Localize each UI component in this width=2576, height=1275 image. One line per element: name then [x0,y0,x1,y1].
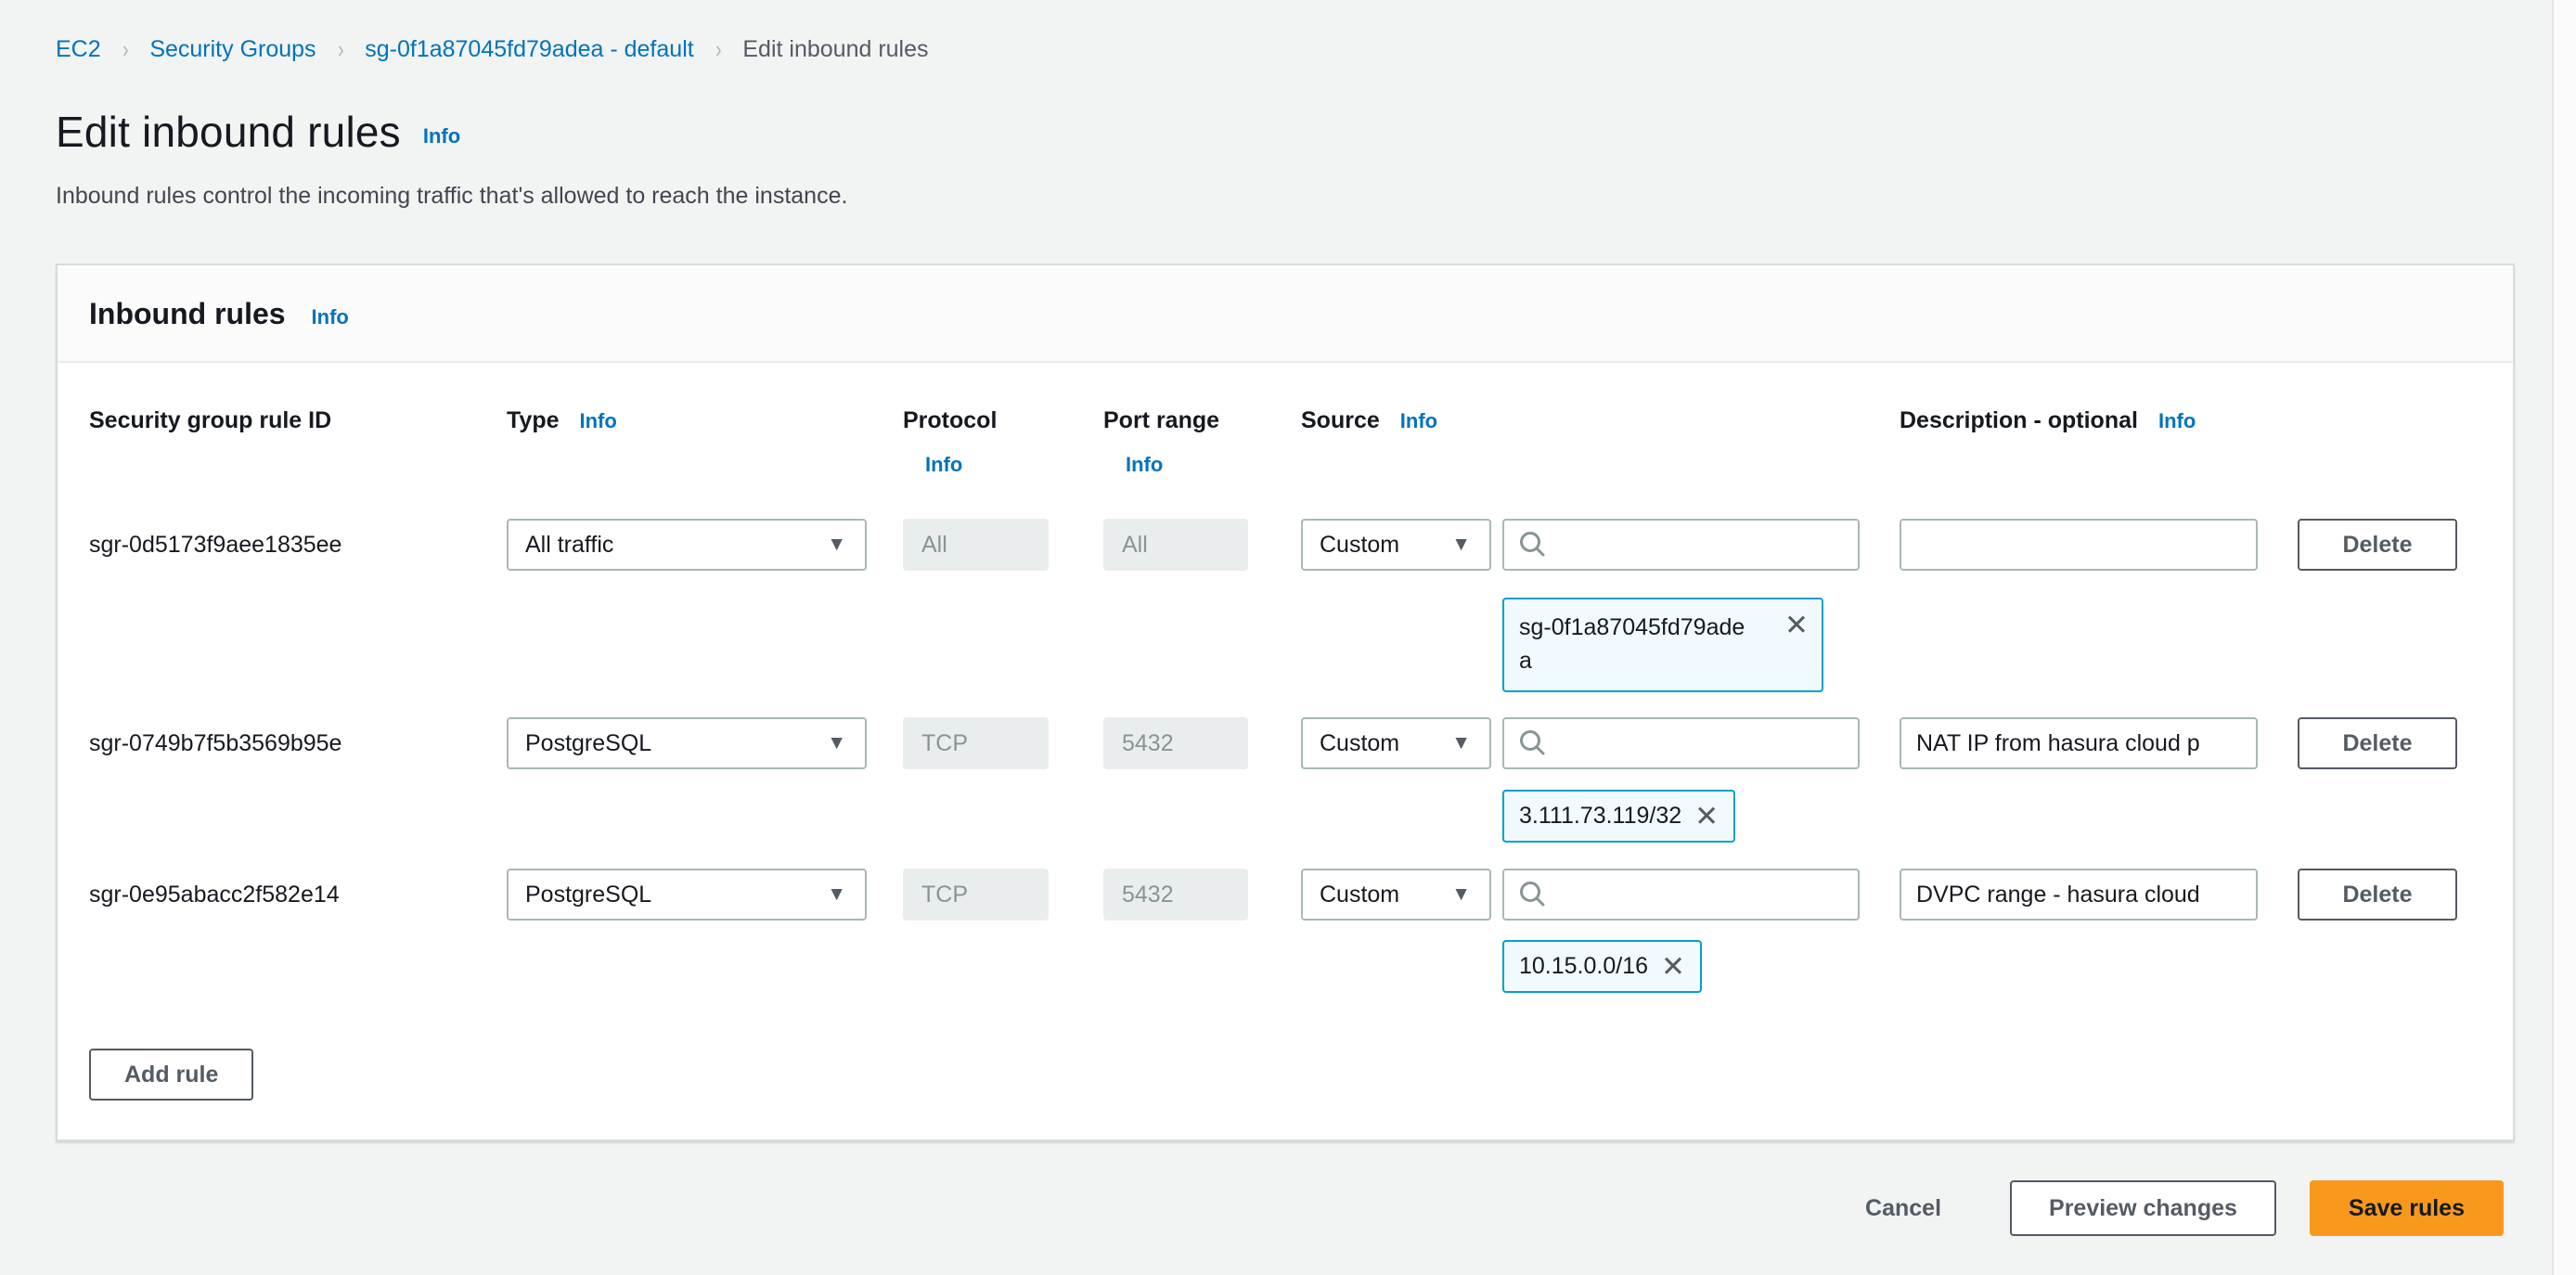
port-range-field-disabled: 5432 [1103,717,1248,769]
source-tag: 3.111.73.119/32 ✕ [1502,790,1736,843]
rule-id-text: sgr-0749b7f5b3569b95e [89,730,342,756]
page-title: Edit inbound rules [56,108,401,156]
protocol-field-disabled: TCP [903,869,1049,921]
source-search-input[interactable] [1558,881,1845,908]
rule-row-2: sgr-0749b7f5b3569b95e PostgreSQL ▼ TCP 54… [89,717,2481,769]
search-icon [1517,879,1549,910]
source-tag-label: sg-0f1a87045fd79adea [1519,614,1745,674]
header-type: Type Info [507,407,617,433]
protocol-field-disabled: All [903,519,1049,571]
description-info-link[interactable]: Info [2157,409,2196,432]
cancel-button[interactable]: Cancel [1865,1194,1942,1221]
chevron-down-icon: ▼ [827,732,846,753]
delete-rule-button[interactable]: Delete [2298,717,2457,769]
source-tag: sg-0f1a87045fd79adea ✕ [1502,598,1823,692]
chevron-down-icon: ▼ [1451,732,1471,753]
port-range-field-disabled: 5432 [1103,869,1248,921]
rule-id-text: sgr-0d5173f9aee1835ee [89,532,342,558]
panel-info-link[interactable]: Info [311,305,349,328]
protocol-field-disabled: TCP [903,717,1049,769]
delete-rule-button[interactable]: Delete [2298,519,2457,571]
page-scrollbar[interactable] [2552,0,2576,1275]
description-input[interactable] [1900,717,2258,769]
source-type-select[interactable]: Custom ▼ [1301,519,1491,571]
page-title-info-link[interactable]: Info [422,124,461,148]
protocol-info-link[interactable]: Info [925,453,963,476]
header-protocol: Protocol Info [903,406,1103,480]
description-input[interactable] [1900,519,2258,571]
rule-row-3: sgr-0e95abacc2f582e14 PostgreSQL ▼ TCP 54… [89,869,2481,921]
panel-title: Inbound rules [89,297,286,330]
breadcrumb-ec2[interactable]: EC2 [56,36,101,62]
source-type-select[interactable]: Custom ▼ [1301,717,1491,769]
table-header-row: Security group rule ID Type Info Protocol… [89,406,2481,480]
breadcrumb-separator-icon: › [715,35,722,63]
panel-header: Inbound rules Info [58,265,2513,363]
source-tag-label: 10.15.0.0/16 [1519,953,1649,979]
header-port-range: Port range Info [1103,406,1301,480]
type-select[interactable]: PostgreSQL ▼ [507,869,867,921]
source-search-input[interactable] [1558,729,1845,757]
description-input[interactable] [1900,869,2258,921]
source-search-input[interactable] [1558,531,1845,559]
remove-source-icon[interactable]: ✕ [1694,800,1719,832]
source-type-select[interactable]: Custom ▼ [1301,869,1491,921]
page-content: EC2 › Security Groups › sg-0f1a87045fd79… [56,0,2515,1236]
breadcrumb-security-groups[interactable]: Security Groups [149,36,316,62]
inbound-rules-panel: Inbound rules Info Security group rule I… [56,264,2515,1141]
source-tag-line: 3.111.73.119/32 ✕ [1502,790,2481,843]
save-rules-button[interactable]: Save rules [2309,1180,2504,1236]
chevron-down-icon: ▼ [827,534,846,555]
header-rule-id: Security group rule ID [89,407,332,433]
port-range-info-link[interactable]: Info [1126,453,1164,476]
search-icon [1517,728,1549,759]
breadcrumb-separator-icon: › [337,35,344,63]
port-range-field-disabled: All [1103,519,1248,571]
source-tag-line: 10.15.0.0/16 ✕ [1502,940,2481,993]
delete-rule-button[interactable]: Delete [2298,869,2457,921]
page-description: Inbound rules control the incoming traff… [56,183,848,209]
source-search-box[interactable] [1502,519,1860,571]
search-icon [1517,529,1549,560]
footer-actions: Cancel Preview changes Save rules [56,1180,2515,1236]
source-tag-label: 3.111.73.119/32 [1519,803,1682,829]
preview-changes-button[interactable]: Preview changes [2010,1180,2276,1236]
remove-source-icon[interactable]: ✕ [1784,609,1809,641]
source-tag-line: sg-0f1a87045fd79adea ✕ [1502,598,2481,692]
type-info-link[interactable]: Info [579,409,617,432]
header-source: Source Info [1301,407,1438,433]
type-select[interactable]: PostgreSQL ▼ [507,717,867,769]
breadcrumb-security-group-id[interactable]: sg-0f1a87045fd79adea - default [365,36,694,62]
rule-row-1: sgr-0d5173f9aee1835ee All traffic ▼ All A… [89,519,2481,571]
add-rule-button[interactable]: Add rule [89,1049,254,1101]
rule-id-text: sgr-0e95abacc2f582e14 [89,882,340,908]
source-tag: 10.15.0.0/16 ✕ [1502,940,1702,993]
source-search-box[interactable] [1502,869,1860,921]
source-search-box[interactable] [1502,717,1860,769]
remove-source-icon[interactable]: ✕ [1661,950,1685,983]
header-description: Description - optional Info [1900,407,2196,433]
breadcrumb: EC2 › Security Groups › sg-0f1a87045fd79… [56,0,2515,64]
type-select[interactable]: All traffic ▼ [507,519,867,571]
source-info-link[interactable]: Info [1399,409,1438,432]
breadcrumb-separator-icon: › [122,35,129,63]
breadcrumb-current-page: Edit inbound rules [742,36,929,62]
chevron-down-icon: ▼ [1451,534,1471,555]
chevron-down-icon: ▼ [1451,883,1471,905]
chevron-down-icon: ▼ [827,883,846,905]
